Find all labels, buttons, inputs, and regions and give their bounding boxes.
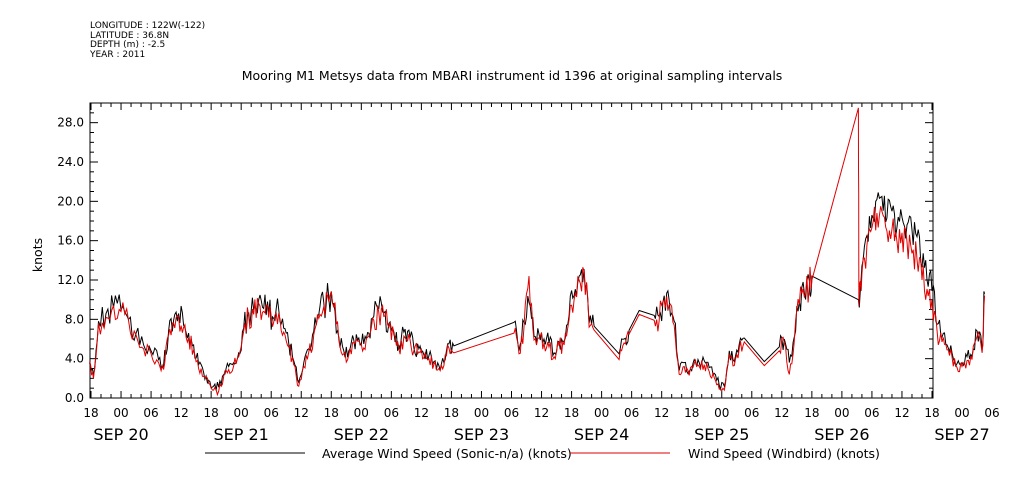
x-tick-label: 12: [414, 406, 429, 420]
y-tick-label: 24.0: [57, 155, 84, 169]
x-tick-label: 06: [264, 406, 279, 420]
legend-label-average-wind: Average Wind Speed (Sonic-n/a) (knots): [322, 446, 572, 461]
x-tick-labels: 18 00 06 12 18 00 06 12 18 00 06 12 18 00 06 12 18 00 06 12…: [83, 406, 999, 444]
x-date-label: SEP 24: [574, 425, 629, 444]
x-tick-label: 18: [684, 406, 699, 420]
y-tick-label: 0.0: [65, 391, 84, 405]
x-tick-label: 06: [504, 406, 519, 420]
x-date-label: SEP 22: [334, 425, 389, 444]
x-date-label: SEP 25: [694, 425, 749, 444]
x-tick-label: 00: [113, 406, 128, 420]
plot-frame: [89, 102, 934, 399]
x-tick-label: 12: [534, 406, 549, 420]
y-tick-label: 4.0: [65, 352, 84, 366]
x-tick-label: 00: [474, 406, 489, 420]
series-line-average-wind-speed: [89, 192, 986, 392]
x-tick-label: 00: [594, 406, 609, 420]
x-tick-label: 06: [384, 406, 399, 420]
x-tick-label: 06: [744, 406, 759, 420]
year-label: YEAR : 2011: [90, 49, 146, 60]
x-tick-label: 06: [864, 406, 879, 420]
x-date-label: SEP 23: [454, 425, 509, 444]
y-tick-label: 12.0: [57, 273, 84, 287]
x-tick-label: 12: [294, 406, 309, 420]
x-tick-label: 18: [804, 406, 819, 420]
x-tick-label: 18: [83, 406, 98, 420]
x-tick-label: 00: [234, 406, 249, 420]
x-tick-label: 06: [624, 406, 639, 420]
x-date-label: SEP 21: [213, 425, 268, 444]
x-tick-label: 00: [354, 406, 369, 420]
latitude-label: LATITUDE : 36.8N: [90, 30, 170, 41]
x-date-label: SEP 27: [934, 425, 989, 444]
x-date-label: SEP 20: [93, 425, 148, 444]
y-tick-label: 16.0: [57, 234, 84, 248]
x-tick-label: 12: [894, 406, 909, 420]
x-tick-label: 00: [834, 406, 849, 420]
x-tick-label: 12: [774, 406, 789, 420]
legend-label-windbird: Wind Speed (Windbird) (knots): [688, 446, 880, 461]
x-tick-label: 00: [954, 406, 969, 420]
x-tick-label: 12: [173, 406, 188, 420]
x-tick-label: 18: [924, 406, 939, 420]
y-tick-labels: 0.0 4.0 8.0 12.0 16.0 20.0 24.0 28.0: [57, 116, 84, 405]
longitude-label: LONGITUDE : 122W(-122): [90, 21, 206, 31]
x-tick-label: 06: [984, 406, 999, 420]
x-tick-label: 18: [324, 406, 339, 420]
series-lines: [89, 107, 986, 397]
x-date-label: SEP 26: [814, 425, 869, 444]
metadata-block: LONGITUDE : 122W(-122) LATITUDE : 36.8N …: [90, 21, 206, 60]
x-tick-label: 18: [444, 406, 459, 420]
series-line-windbird-wind-speed: [89, 107, 986, 397]
x-tick-label: 18: [564, 406, 579, 420]
x-tick-label: 12: [654, 406, 669, 420]
legend: Average Wind Speed (Sonic-n/a) (knots) W…: [205, 446, 880, 461]
y-tick-label: 8.0: [65, 312, 84, 326]
x-tick-label: 00: [714, 406, 729, 420]
x-tick-label: 06: [143, 406, 158, 420]
axis-ticks: [90, 103, 933, 399]
y-axis-label: knots: [30, 238, 45, 272]
x-tick-label: 18: [204, 406, 219, 420]
y-tick-label: 28.0: [57, 116, 84, 130]
depth-label: DEPTH (m) : -2.5: [90, 40, 166, 50]
chart-title: Mooring M1 Metsys data from MBARI instru…: [242, 68, 783, 83]
y-tick-label: 20.0: [57, 194, 84, 208]
